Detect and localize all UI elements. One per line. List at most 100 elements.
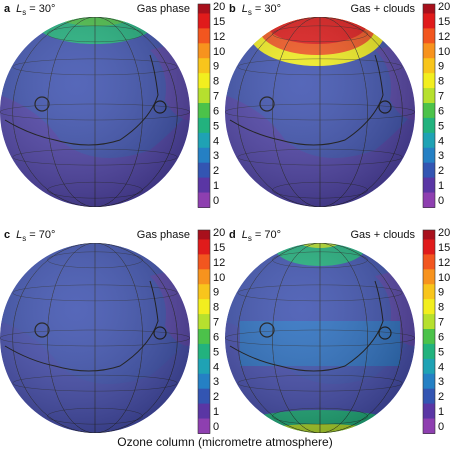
colorbar-segment (423, 133, 435, 148)
condition-label: Gas + clouds (350, 3, 415, 15)
colorbar-tick-label: 10 (213, 46, 225, 58)
colorbar-segment (423, 118, 435, 133)
colorbar-tick-label: 7 (438, 91, 444, 103)
colorbar-tick-label: 10 (438, 46, 450, 58)
ls-subscript: s (22, 8, 26, 17)
colorbar-segment (423, 73, 435, 88)
colorbar-segment (423, 88, 435, 103)
panel-letter: a (4, 3, 11, 15)
colorbar-segment (423, 284, 435, 299)
condition-label: Gas phase (137, 229, 190, 241)
colorbar-segment (423, 43, 435, 58)
colorbar-segment (198, 193, 210, 208)
colorbar-segment (198, 58, 210, 73)
colorbar-tick-label: 2 (213, 165, 219, 177)
colorbar-segment (198, 419, 210, 434)
colorbar-tick-label: 1 (213, 406, 219, 418)
colorbar-tick-label: 0 (213, 195, 219, 207)
colorbar-tick-label: 3 (438, 150, 444, 162)
globe-shade (225, 17, 415, 207)
colorbar-segment (423, 404, 435, 419)
colorbar-segment (198, 43, 210, 58)
colorbar-segment (198, 133, 210, 148)
colorbar-segment (423, 193, 435, 208)
colorbar-segment (198, 178, 210, 193)
colorbar-segment (423, 28, 435, 43)
colorbar-tick-label: 3 (213, 376, 219, 388)
globe (225, 0, 415, 210)
ls-value: = 30° (29, 3, 55, 15)
colorbar-tick-label: 9 (213, 287, 219, 299)
colorbar-segment (423, 359, 435, 374)
colorbar-tick-label: 5 (438, 120, 444, 132)
panel-letter: c (4, 229, 10, 241)
colorbar-tick-label: 1 (213, 180, 219, 192)
colorbar-segment (198, 314, 210, 329)
colorbar-tick-label: 9 (438, 61, 444, 73)
colorbar-tick-label: 12 (213, 31, 225, 43)
colorbar-tick-label: 9 (213, 61, 219, 73)
colorbar-segment (198, 103, 210, 118)
colorbar-tick-label: 5 (213, 346, 219, 358)
colorbar-tick-label: 1 (438, 180, 444, 192)
colorbar-tick-label: 12 (438, 31, 450, 43)
colorbar-tick-label: 12 (438, 257, 450, 269)
colorbar-tick-label: 5 (438, 346, 444, 358)
colorbar-tick-label: 5 (213, 120, 219, 132)
condition-label: Gas phase (137, 3, 190, 15)
colorbar-tick-label: 7 (438, 317, 444, 329)
colorbar-tick-label: 4 (213, 135, 219, 147)
colorbar-segment (423, 13, 435, 28)
colorbar-tick-label: 4 (213, 361, 219, 373)
colorbar-segment (198, 254, 210, 269)
globe (0, 243, 190, 436)
colorbar-tick-label: 7 (213, 91, 219, 103)
colorbar-segment (423, 103, 435, 118)
colorbar-tick-label: 6 (213, 331, 219, 343)
colorbar-tick-label: 15 (438, 16, 450, 28)
panel-letter: d (229, 229, 236, 241)
ls-subscript: s (248, 234, 252, 243)
colorbar-segment (423, 148, 435, 163)
globe-shade (225, 243, 415, 433)
colorbar-segment (198, 329, 210, 344)
globe (225, 230, 415, 442)
colorbar-segment (423, 254, 435, 269)
globe-shade (0, 243, 190, 433)
colorbar-segment (423, 314, 435, 329)
colorbar-tick-label: 12 (213, 257, 225, 269)
colorbar-tick-label: 7 (213, 317, 219, 329)
colorbar-tick-label: 15 (438, 242, 450, 254)
colorbar-tick-label: 15 (213, 242, 225, 254)
caption: Ozone column (micrometre atmosphere) (117, 435, 332, 449)
colorbar-tick-label: 0 (438, 195, 444, 207)
colorbar-tick-label: 20 (438, 1, 450, 13)
colorbar-tick-label: 6 (213, 105, 219, 117)
colorbar-segment (423, 344, 435, 359)
colorbar-tick-label: 0 (213, 421, 219, 433)
colorbar-segment (423, 419, 435, 434)
colorbar-segment (423, 58, 435, 73)
colorbar-tick-label: 10 (438, 272, 450, 284)
globe-shade (0, 17, 190, 207)
panel-letter: b (229, 3, 236, 15)
colorbar-segment (198, 374, 210, 389)
colorbar-segment (198, 404, 210, 419)
colorbar-segment (198, 239, 210, 254)
colorbar-tick-label: 6 (438, 331, 444, 343)
colorbar-tick-label: 2 (438, 391, 444, 403)
colorbar-tick-label: 20 (213, 1, 225, 13)
colorbar-tick-label: 20 (213, 227, 225, 239)
colorbar-segment (198, 299, 210, 314)
colorbar-tick-label: 8 (213, 302, 219, 314)
colorbar-segment (423, 329, 435, 344)
colorbar-tick-label: 2 (213, 391, 219, 403)
colorbar-tick-label: 15 (213, 16, 225, 28)
colorbar-tick-label: 6 (438, 105, 444, 117)
colorbar-segment (198, 88, 210, 103)
